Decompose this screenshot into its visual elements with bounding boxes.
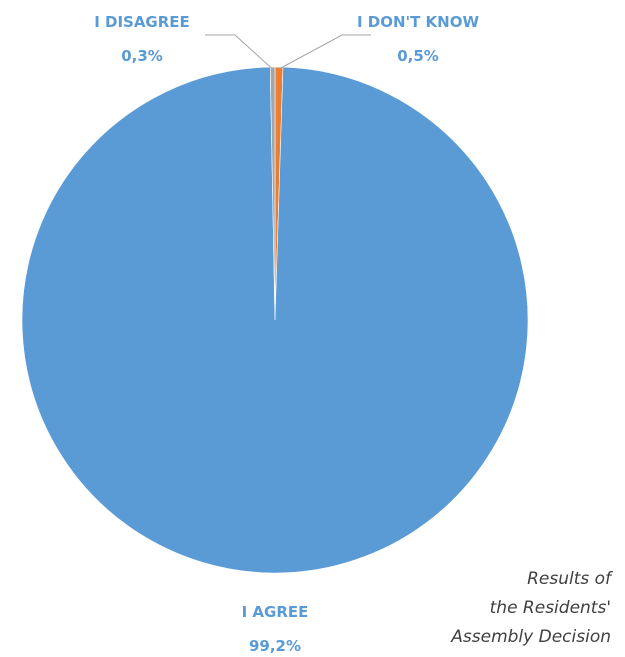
caption-line-1: Results of xyxy=(527,569,611,589)
leader-line-i-don-t-know xyxy=(278,34,371,70)
caption-line-3: Assembly Decision xyxy=(451,627,611,647)
caption-line-2: the Residents' xyxy=(489,598,611,618)
slice-label-i-don-t-know: I DON'T KNOW xyxy=(357,13,480,31)
chart-caption: Results of the Residents' Assembly Decis… xyxy=(351,565,611,652)
slice-value-i-disagree: 0,3% xyxy=(121,47,163,65)
slice-label-i-agree: I AGREE xyxy=(242,603,309,621)
slice-labels: I DON'T KNOW 0,5% I AGREE 99,2% I DISAGREE 0,… xyxy=(94,13,479,655)
slice-label-i-disagree: I DISAGREE xyxy=(94,13,190,31)
leader-lines xyxy=(205,34,371,70)
slice-value-i-agree: 99,2% xyxy=(249,637,301,655)
slice-value-i-don-t-know: 0,5% xyxy=(397,47,439,65)
leader-line-i-disagree xyxy=(205,34,273,70)
pie-slices xyxy=(21,66,529,574)
